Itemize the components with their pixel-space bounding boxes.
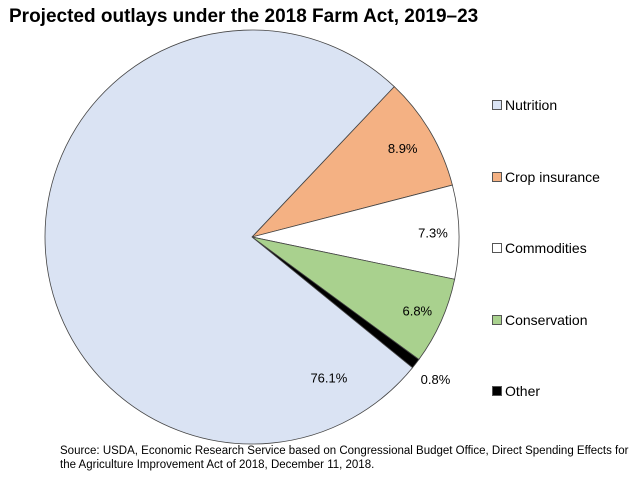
legend-swatch bbox=[492, 171, 502, 182]
legend-swatch bbox=[492, 314, 502, 325]
legend-item: Commodities bbox=[492, 240, 587, 256]
legend-item: Crop insurance bbox=[492, 169, 600, 185]
source-note: Source: USDA, Economic Research Service … bbox=[60, 445, 629, 471]
legend-label: Crop insurance bbox=[505, 168, 600, 185]
legend-label: Other bbox=[505, 383, 541, 399]
chart-title: Projected outlays under the 2018 Farm Ac… bbox=[9, 6, 479, 27]
data-label: 6.8% bbox=[402, 304, 432, 319]
data-label: 0.8% bbox=[421, 372, 451, 387]
pie-slice-nutrition bbox=[44, 29, 414, 445]
legend-label: Commodities bbox=[505, 240, 587, 256]
legend-swatch bbox=[492, 243, 502, 253]
pie-slice-crop-insurance bbox=[250, 86, 453, 238]
legend-item: Conservation bbox=[492, 312, 588, 328]
legend-swatch bbox=[492, 100, 502, 110]
legend-label: Nutrition bbox=[505, 97, 558, 113]
data-label: 76.1% bbox=[310, 370, 347, 385]
legend-swatch bbox=[492, 386, 502, 396]
data-label: 7.3% bbox=[418, 226, 448, 241]
legend-item: Nutrition bbox=[492, 97, 557, 113]
legend-item: Other bbox=[492, 383, 540, 399]
data-label: 8.9% bbox=[388, 141, 418, 156]
legend-label: Conservation bbox=[505, 311, 588, 328]
